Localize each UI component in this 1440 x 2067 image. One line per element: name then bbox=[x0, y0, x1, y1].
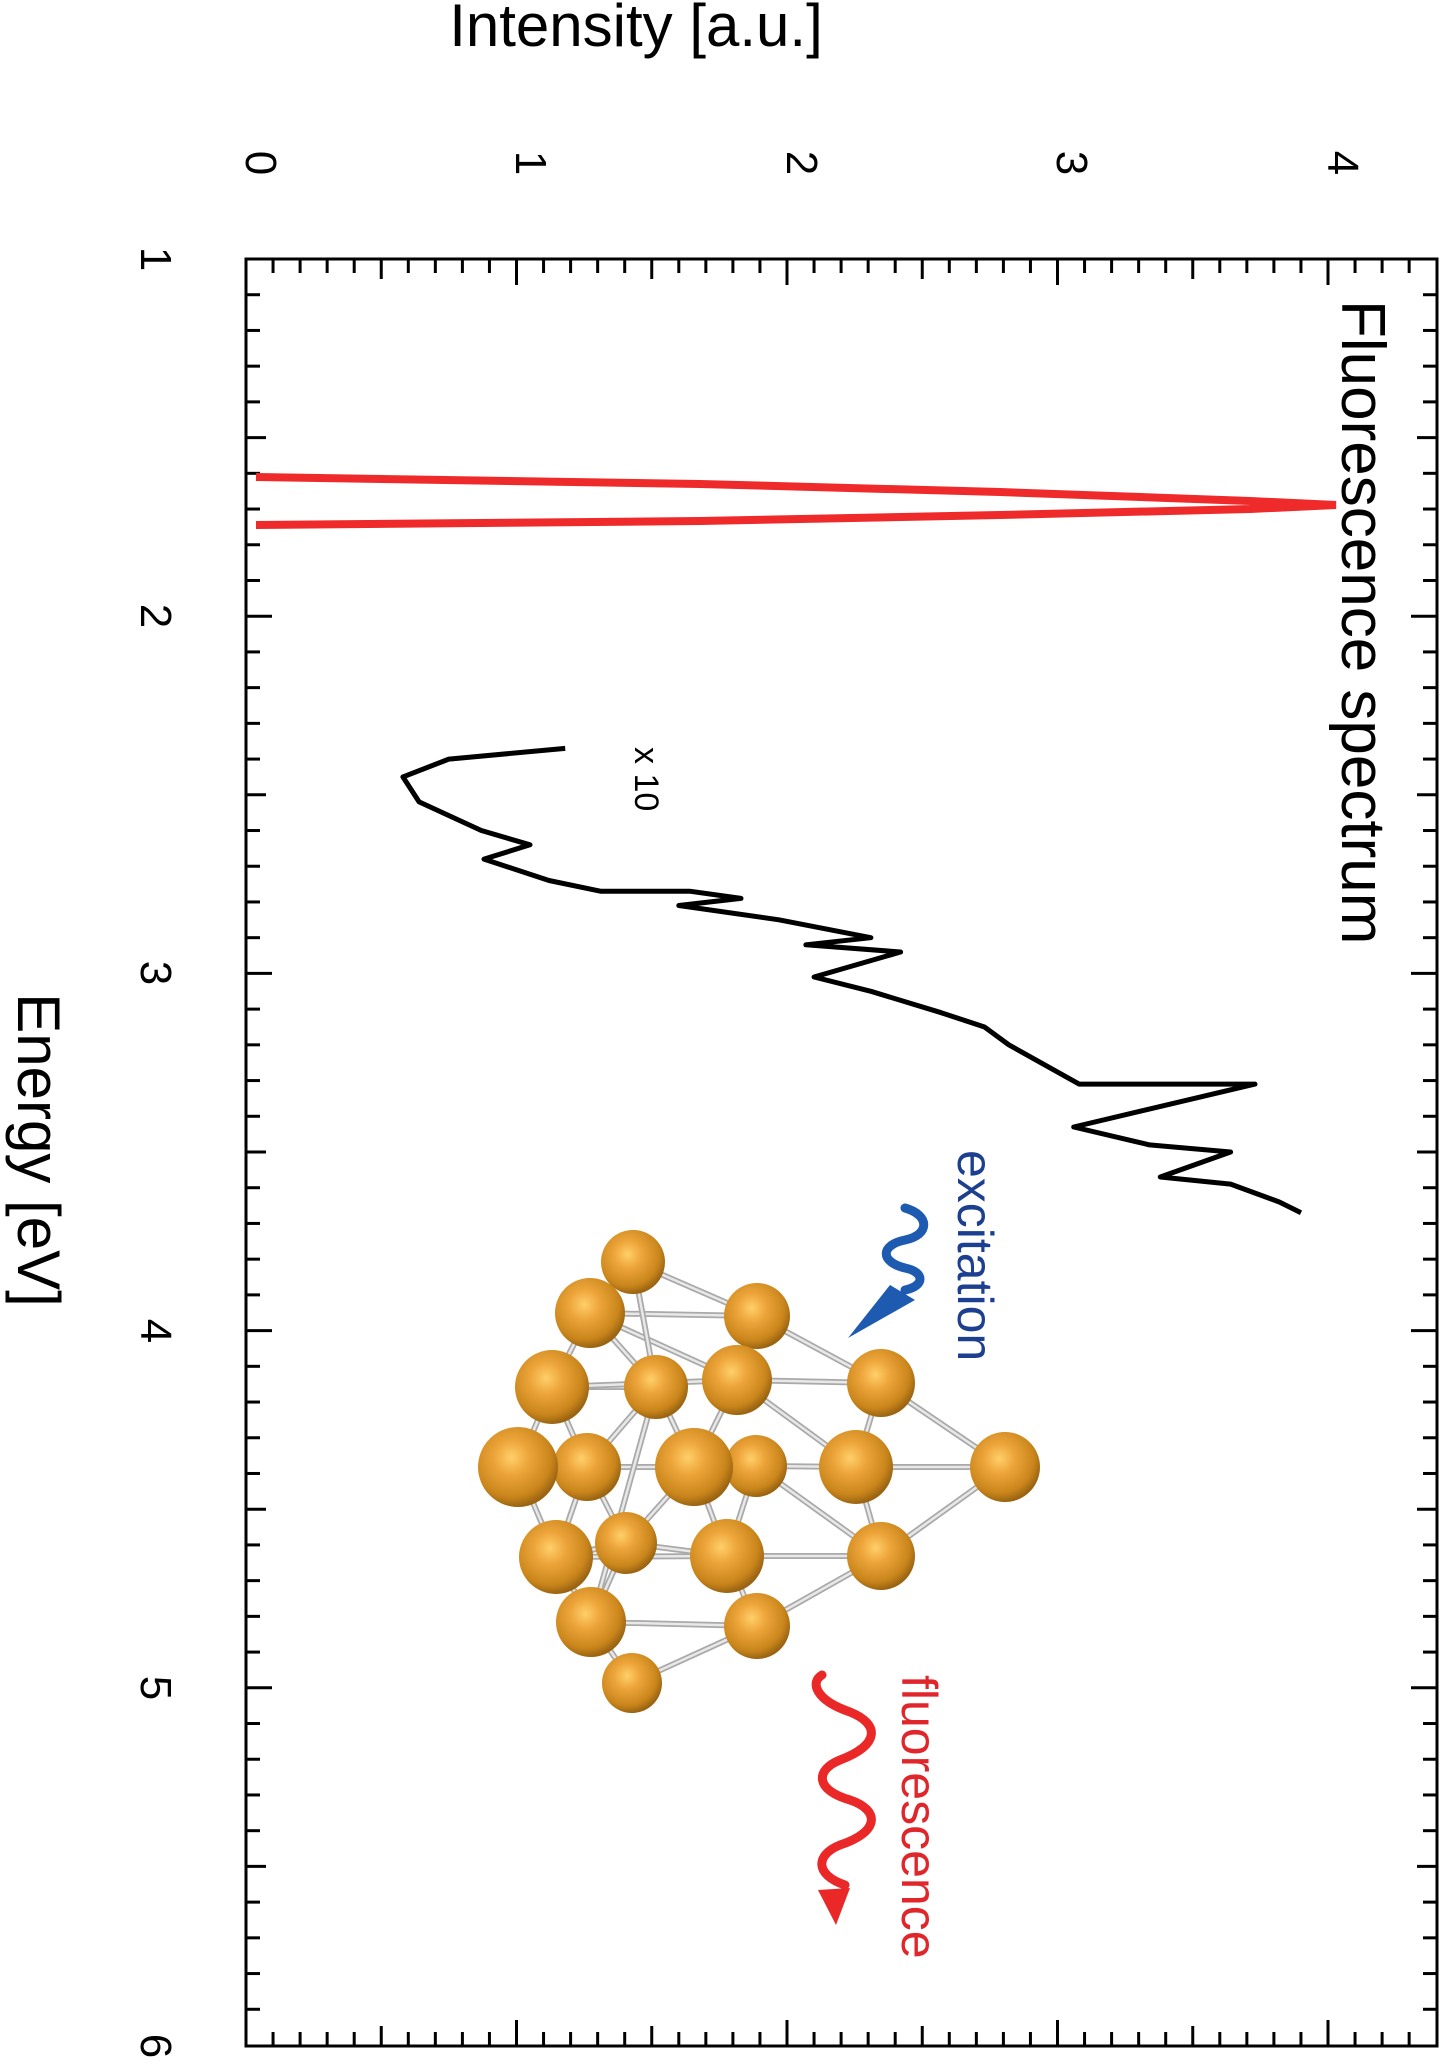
x-tick-label: 1 bbox=[131, 247, 180, 271]
atom bbox=[655, 1428, 733, 1506]
atom bbox=[595, 1512, 657, 1574]
x-tick-label: 4 bbox=[131, 1319, 180, 1343]
x-axis-title: Energy [eV] bbox=[5, 993, 72, 1307]
atom bbox=[725, 1435, 787, 1497]
atom bbox=[819, 1430, 893, 1504]
atom bbox=[515, 1350, 589, 1424]
nanocluster-illustration bbox=[478, 1230, 1040, 1713]
y-tick-label: 4 bbox=[1318, 151, 1367, 175]
fluorescence-arrow-icon bbox=[811, 1670, 876, 1925]
fluorescence-label: fluorescence bbox=[891, 1675, 947, 1959]
atom bbox=[724, 1283, 790, 1349]
x-tick-label: 2 bbox=[131, 604, 180, 628]
y-tick-label: 1 bbox=[506, 151, 555, 175]
atom bbox=[478, 1427, 558, 1507]
atom bbox=[624, 1355, 688, 1419]
atom bbox=[724, 1593, 790, 1659]
atom bbox=[970, 1432, 1040, 1502]
x-tick-label: 6 bbox=[131, 2034, 180, 2058]
x-tick-labels: 1 2 3 4 5 6 bbox=[131, 247, 180, 2058]
y-tick-label: 0 bbox=[236, 151, 285, 175]
atom bbox=[601, 1230, 665, 1294]
atom bbox=[556, 1587, 626, 1657]
atom bbox=[702, 1345, 772, 1415]
fluorescence-peak-line bbox=[255, 473, 1337, 529]
excitation-spectrum-line bbox=[400, 745, 1303, 1215]
y-tick-label: 3 bbox=[1047, 151, 1096, 175]
bond-highlight bbox=[589, 1386, 658, 1623]
chart-title: Fluorescence spectrum bbox=[1328, 300, 1397, 944]
atom bbox=[847, 1522, 915, 1590]
x-tick-label: 3 bbox=[131, 961, 180, 985]
y-axis-title: Intensity [a.u.] bbox=[449, 0, 823, 59]
atom bbox=[847, 1349, 915, 1417]
atom bbox=[602, 1653, 662, 1713]
y-tick-label: 2 bbox=[777, 151, 826, 175]
atom bbox=[519, 1520, 593, 1594]
x-tick-label: 5 bbox=[131, 1676, 180, 1700]
excitation-label: excitation bbox=[947, 1150, 1003, 1361]
atom bbox=[690, 1519, 764, 1593]
scale-factor-label: x 10 bbox=[627, 747, 665, 811]
y-tick-labels: 0 1 2 3 4 bbox=[236, 151, 1367, 175]
excitation-arrow-icon bbox=[848, 1203, 929, 1338]
atom bbox=[553, 1433, 621, 1501]
atom bbox=[555, 1278, 625, 1348]
axis-ticks bbox=[246, 259, 1437, 2046]
